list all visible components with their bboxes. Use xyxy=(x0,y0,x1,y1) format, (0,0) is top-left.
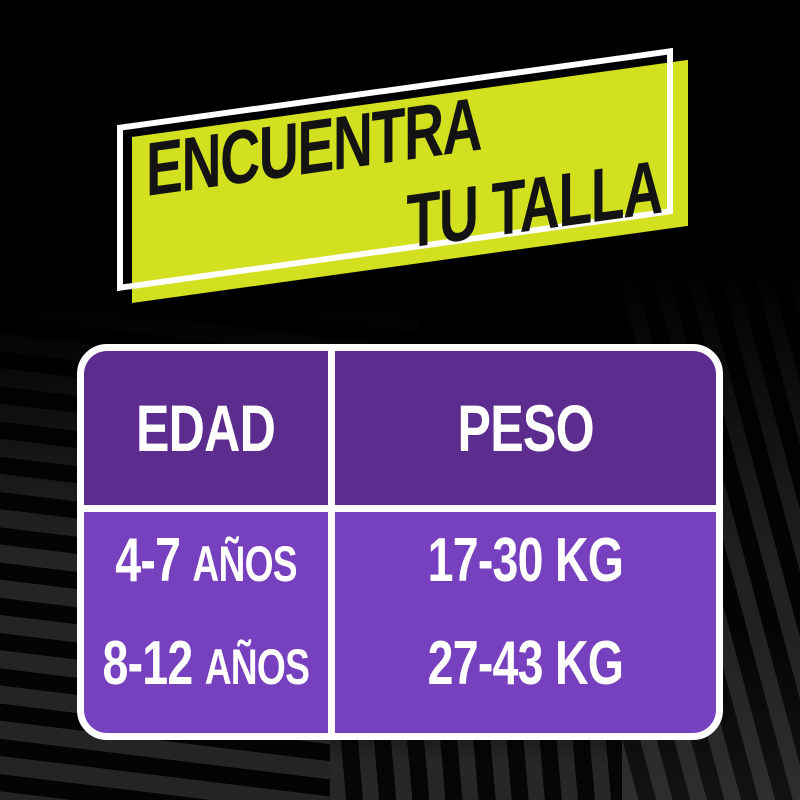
age-range-1: 4-7 xyxy=(115,526,181,595)
header-label-edad: EDAD xyxy=(136,391,276,465)
weight-value-1: 17-30 KG xyxy=(427,526,624,595)
header-cell-edad: EDAD xyxy=(84,351,328,505)
age-unit-2: AÑOS xyxy=(204,639,310,695)
weight-column-cell: 17-30 KG 27-43 KG xyxy=(335,512,716,733)
header-cell-peso: PESO xyxy=(335,351,716,505)
weight-value-2: 27-43 KG xyxy=(427,629,624,698)
weight-row-1: 17-30 KG xyxy=(395,530,656,592)
age-unit-1: AÑOS xyxy=(192,536,297,592)
age-row-1: 4-7 AÑOS xyxy=(85,530,327,592)
header-label-peso: PESO xyxy=(457,391,594,465)
age-range-2: 8-12 xyxy=(102,629,194,698)
age-row-2: 8-12 AÑOS xyxy=(84,633,344,695)
size-table: EDAD PESO 4-7 AÑOS 8-12 AÑOS 17-30 KG xyxy=(77,344,723,740)
age-column-cell: 4-7 AÑOS 8-12 AÑOS xyxy=(84,512,328,733)
weight-row-2: 27-43 KG xyxy=(395,633,656,695)
